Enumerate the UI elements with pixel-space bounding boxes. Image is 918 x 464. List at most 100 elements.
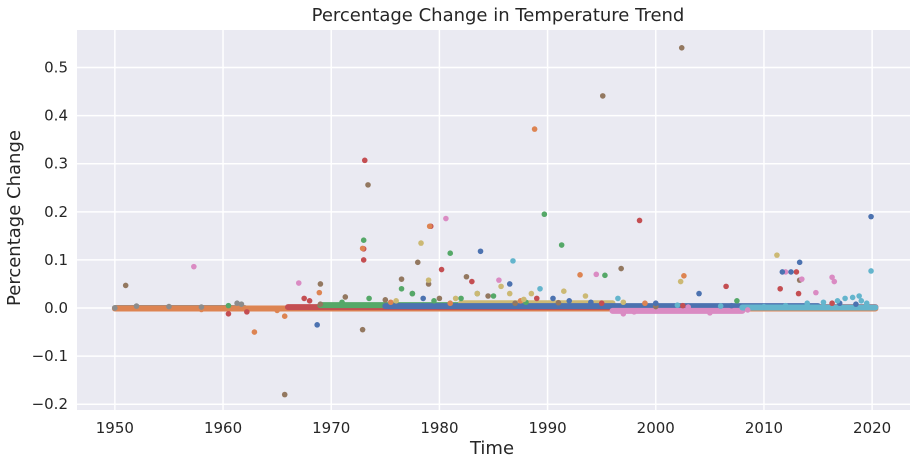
data-point (359, 326, 366, 333)
data-point (761, 303, 767, 310)
data-point (550, 295, 556, 302)
data-point (360, 257, 367, 263)
data-point (191, 263, 197, 270)
data-point (452, 295, 459, 302)
data-point (602, 272, 608, 279)
data-point (360, 237, 367, 244)
data-point (598, 300, 605, 307)
data-point (426, 223, 433, 230)
data-point (723, 283, 729, 290)
data-point (531, 126, 538, 132)
data-point (506, 281, 513, 287)
data-point (777, 285, 783, 292)
plot-background (77, 30, 910, 410)
y-tick-label: −0.2 (32, 395, 68, 413)
data-point (774, 252, 780, 258)
chart-title: Percentage Change in Temperature Trend (312, 5, 685, 26)
x-tick-labels: 1950 1960 1970 1980 1990 2000 2010 2020 (96, 419, 891, 437)
y-tick-labels: −0.2 −0.1 0.0 0.1 0.2 0.3 0.4 0.5 (32, 59, 68, 414)
data-point (863, 300, 870, 307)
data-point (447, 300, 454, 307)
data-point (431, 298, 437, 304)
data-point (795, 290, 802, 297)
data-point (234, 300, 240, 307)
data-point (842, 295, 848, 302)
data-point (681, 272, 687, 279)
data-point (342, 294, 349, 300)
data-point (652, 300, 659, 307)
data-point (677, 278, 684, 285)
data-point (469, 278, 475, 285)
data-point (339, 299, 345, 306)
data-point (314, 322, 320, 328)
data-point (198, 304, 205, 310)
data-point (717, 303, 724, 309)
data-point (458, 295, 464, 302)
data-point (447, 250, 454, 256)
data-point (799, 276, 805, 282)
data-point (359, 245, 366, 252)
data-point (868, 213, 874, 220)
data-point (636, 217, 643, 224)
data-point (707, 310, 713, 316)
data-point (599, 93, 606, 99)
data-point (510, 258, 516, 264)
data-point (438, 266, 445, 273)
data-point (520, 296, 527, 303)
data-point (506, 290, 513, 297)
data-point (133, 303, 140, 309)
data-point (558, 242, 565, 248)
data-point (618, 265, 624, 272)
data-point (409, 290, 416, 297)
data-point (436, 295, 443, 302)
data-point (813, 289, 819, 296)
data-point (577, 272, 583, 278)
data-point (561, 288, 567, 294)
data-point (734, 298, 740, 304)
data-point (387, 299, 394, 306)
data-point (858, 298, 865, 304)
data-point (728, 302, 735, 309)
data-point (834, 298, 841, 304)
data-point (678, 44, 685, 51)
y-axis-label: Percentage Change (4, 130, 25, 306)
data-point (820, 299, 827, 306)
data-point (496, 277, 502, 283)
data-point (166, 303, 172, 310)
data-point (382, 297, 389, 303)
data-point (420, 295, 426, 302)
data-point (615, 295, 621, 302)
data-point (425, 281, 432, 287)
data-point (804, 300, 811, 307)
x-tick-label: 1970 (312, 419, 350, 437)
data-point (555, 299, 562, 306)
data-point (112, 305, 118, 311)
data-point (680, 302, 686, 309)
data-point (281, 391, 288, 398)
data-point (620, 299, 627, 306)
data-point (831, 278, 838, 285)
data-point (685, 304, 692, 310)
data-point (418, 240, 424, 246)
data-point (485, 293, 491, 299)
data-point (274, 307, 280, 314)
data-point (512, 300, 518, 307)
data-point (463, 273, 470, 280)
data-point (829, 274, 835, 281)
data-point (244, 309, 250, 315)
data-point (620, 310, 627, 317)
x-tick-label: 2010 (745, 419, 783, 437)
data-point (398, 276, 405, 282)
y-tick-label: 0.2 (44, 203, 68, 221)
data-point (788, 269, 794, 275)
data-point (868, 268, 874, 274)
data-point (477, 248, 484, 255)
data-point (498, 283, 504, 290)
x-tick-label: 1960 (204, 419, 242, 437)
data-point (366, 295, 372, 302)
data-point (425, 277, 432, 283)
y-tick-label: −0.1 (32, 347, 68, 365)
data-point (566, 298, 573, 304)
data-point (365, 182, 371, 188)
